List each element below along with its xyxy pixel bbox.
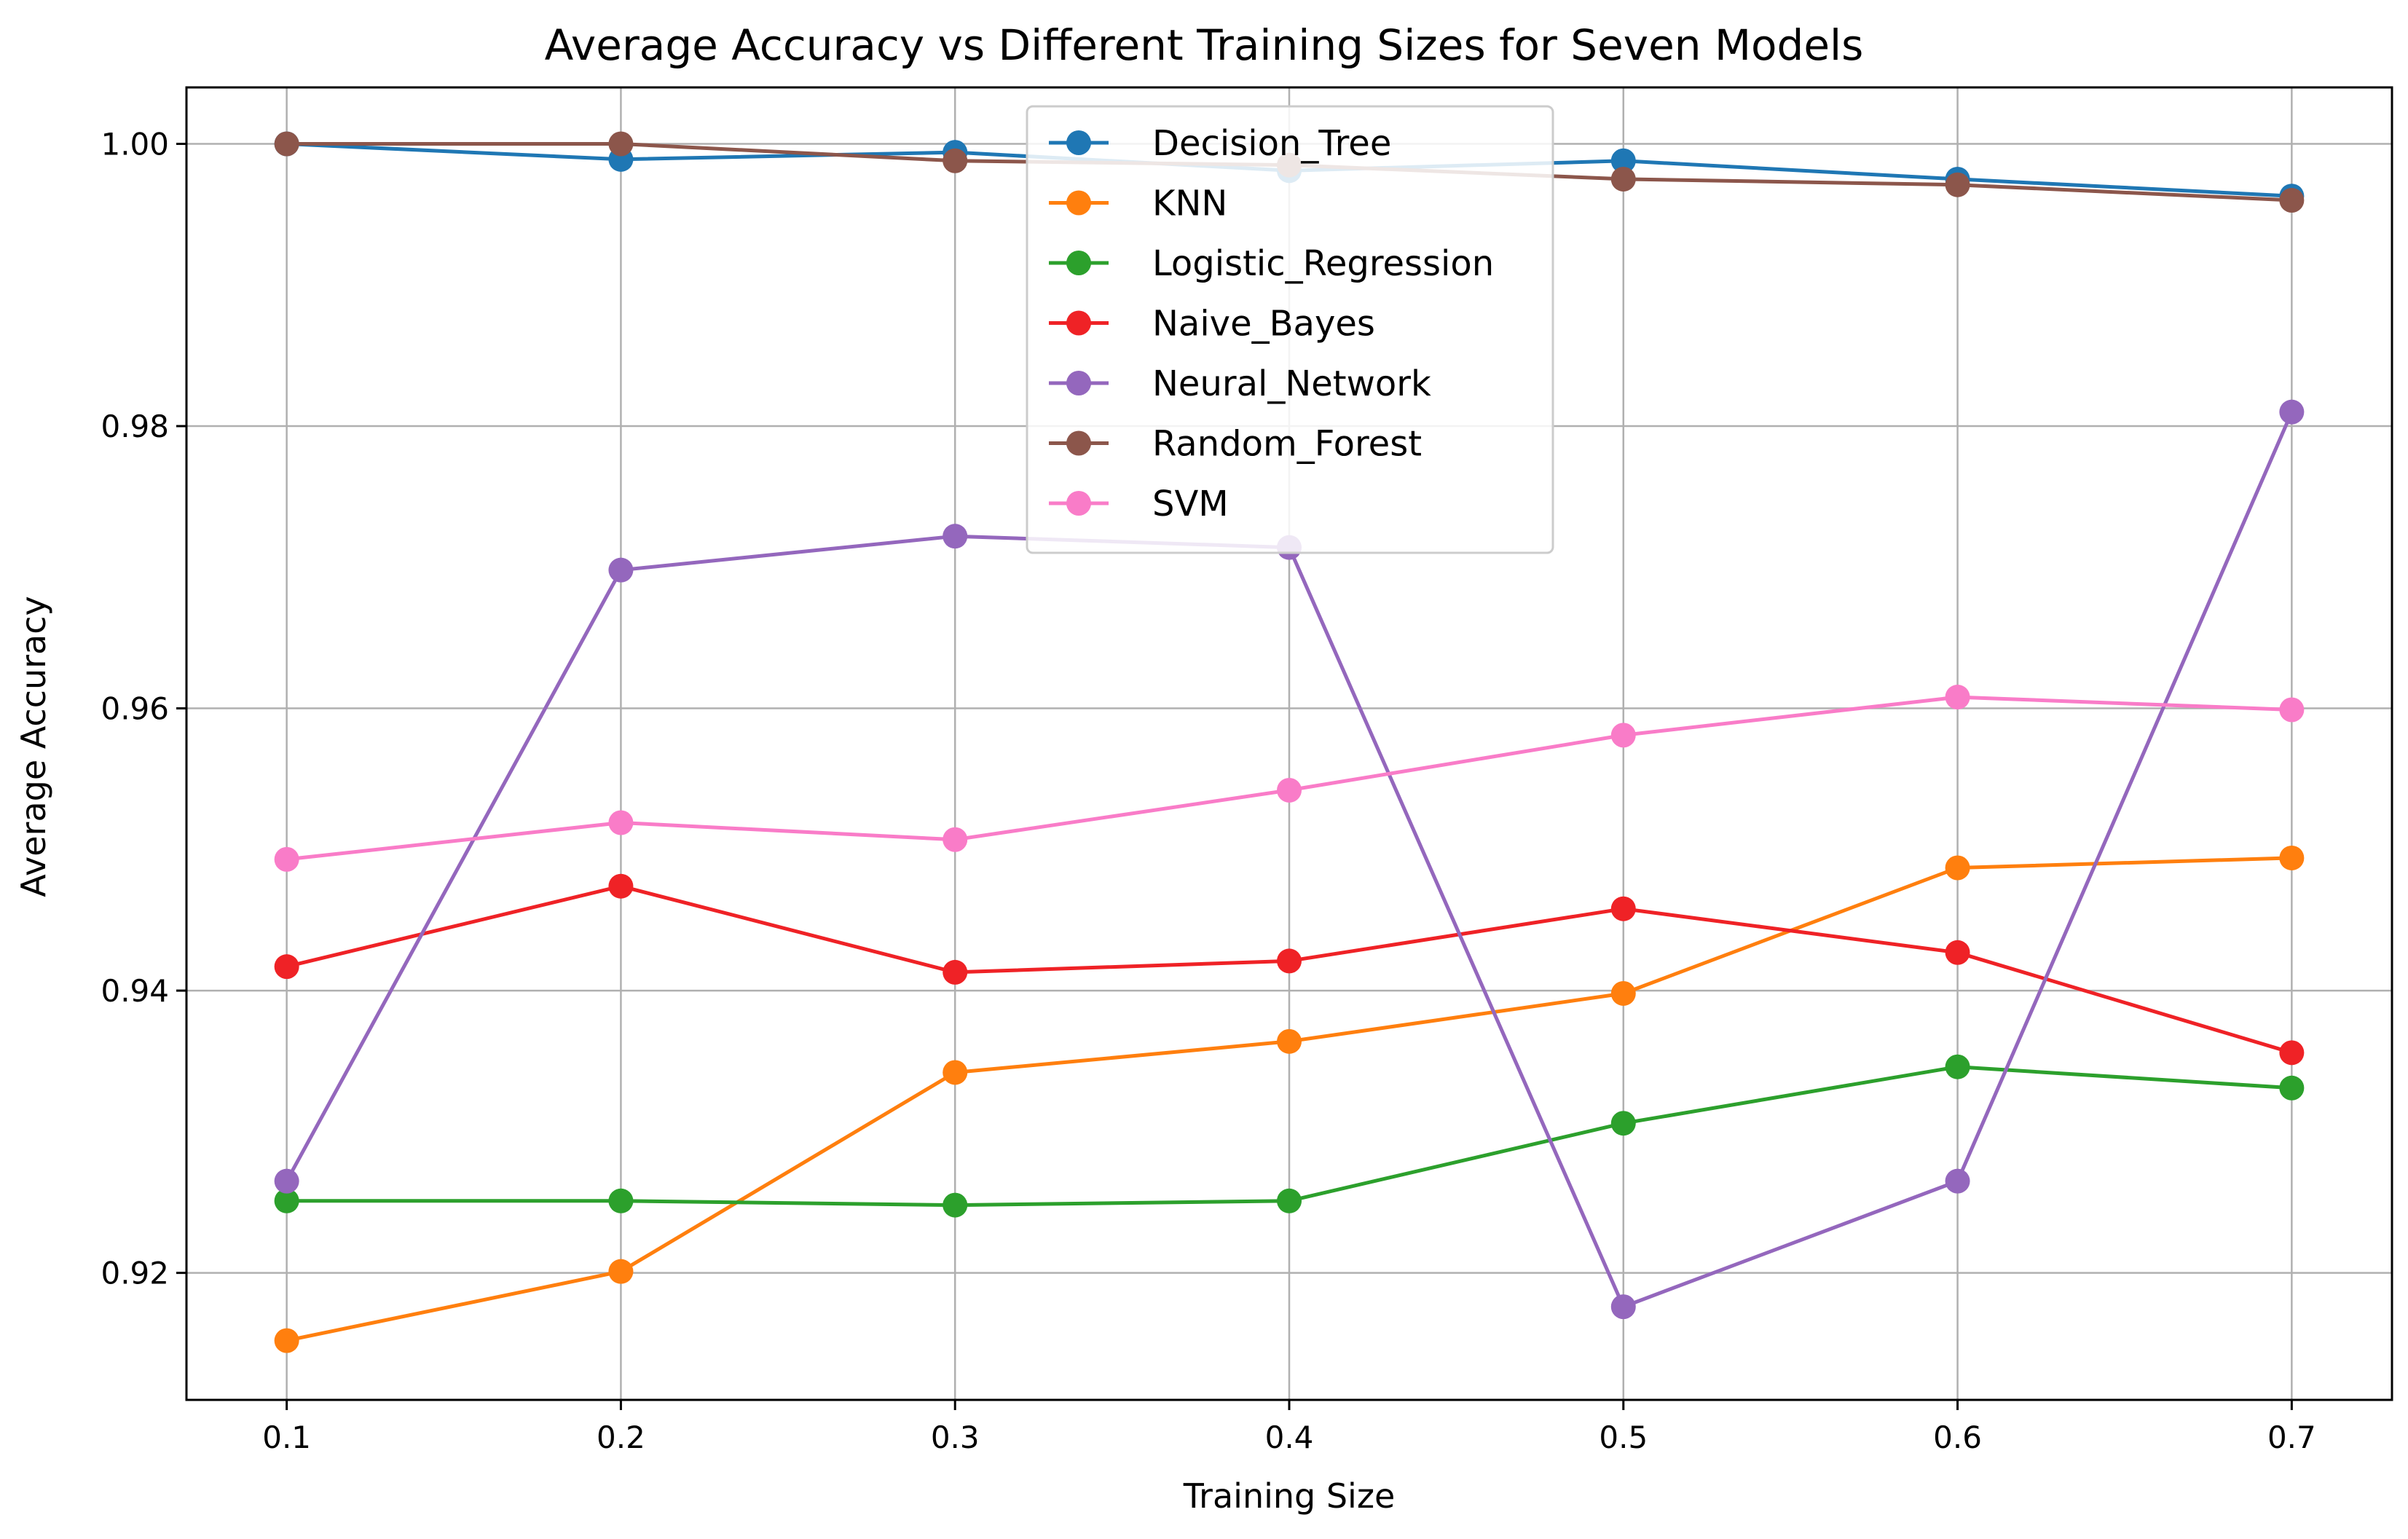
data-point-knn (608, 1259, 634, 1284)
data-point-logistic-regression (2279, 1075, 2305, 1101)
legend-swatch-marker (1066, 251, 1091, 275)
legend-swatch-marker (1066, 371, 1091, 395)
x-tick-label: 0.2 (597, 1420, 645, 1455)
data-point-random-forest (1945, 172, 1970, 197)
legend-box (1026, 105, 1554, 554)
legend-swatch-marker (1066, 190, 1091, 216)
data-point-naive-bayes (2279, 1040, 2305, 1066)
series-naive-bayes (274, 873, 2305, 1066)
legend-swatch-marker (1066, 430, 1091, 456)
series-logistic-regression (274, 1054, 2305, 1218)
x-tick-label: 0.6 (1933, 1420, 1982, 1455)
legend-item-neural-network: Neural_Network (1049, 363, 1431, 404)
data-point-random-forest (608, 131, 634, 157)
y-axis-label: Average Accuracy (14, 596, 53, 897)
data-point-logistic-regression (1945, 1054, 1970, 1079)
data-point-naive-bayes (1610, 896, 1636, 921)
data-point-random-forest (943, 148, 968, 173)
x-tick-label: 0.3 (931, 1420, 980, 1455)
data-point-logistic-regression (1277, 1188, 1302, 1213)
data-point-knn (1610, 980, 1636, 1006)
legend-item-knn: KNN (1049, 184, 1227, 224)
legend-item-logistic-regression: Logistic_Regression (1049, 243, 1494, 284)
data-point-naive-bayes (274, 954, 299, 980)
y-tick-label: 0.92 (101, 1256, 169, 1291)
data-point-neural-network (608, 557, 634, 583)
data-point-svm (1945, 685, 1970, 710)
data-point-naive-bayes (1277, 948, 1302, 974)
legend-label: Neural_Network (1152, 363, 1431, 404)
tick-layer: 0.1 0.2 0.3 0.4 0.5 0.6 0.7 0.92 0.94 0.96 0.98 1.0… (101, 127, 2315, 1455)
data-point-svm (1277, 777, 1302, 803)
data-point-naive-bayes (1945, 940, 1970, 965)
x-tick-label: 0.5 (1599, 1420, 1648, 1455)
data-point-svm (274, 846, 299, 872)
legend-item-svm: SVM (1049, 484, 1229, 524)
data-point-neural-network (274, 1168, 299, 1194)
x-tick-label: 0.7 (2267, 1420, 2316, 1455)
x-tick-label: 0.4 (1265, 1420, 1314, 1455)
legend-swatch-marker (1066, 130, 1091, 155)
data-point-neural-network (1610, 1294, 1636, 1320)
data-point-knn (943, 1060, 968, 1085)
data-point-svm (608, 810, 634, 835)
legend-label: Random_Forest (1152, 424, 1422, 465)
data-point-decision-tree (1610, 148, 1636, 173)
data-point-knn (2279, 845, 2305, 870)
data-point-neural-network (943, 524, 968, 549)
legend-item-random-forest: Random_Forest (1049, 424, 1422, 465)
y-tick-label: 1.00 (101, 127, 169, 162)
legend-swatch-marker (1066, 491, 1091, 516)
data-point-random-forest (274, 131, 299, 157)
y-tick-label: 0.98 (101, 409, 169, 444)
data-point-random-forest (2279, 188, 2305, 213)
y-tick-label: 0.94 (101, 973, 169, 1009)
data-point-knn (1945, 855, 1970, 881)
legend-label: Logistic_Regression (1152, 243, 1494, 284)
legend-swatch-marker (1066, 310, 1091, 336)
data-point-svm (1610, 723, 1636, 748)
data-point-naive-bayes (943, 959, 968, 985)
legend: Decision_Tree KNN Logistic_Regression Naive… (1026, 105, 1554, 554)
x-axis-label: Training Size (1183, 1476, 1396, 1516)
data-point-neural-network (1945, 1168, 1970, 1194)
x-tick-label: 0.1 (262, 1420, 311, 1455)
legend-label: Naive_Bayes (1152, 304, 1375, 345)
legend-label: Decision_Tree (1152, 123, 1391, 164)
data-point-logistic-regression (1610, 1111, 1636, 1136)
data-point-logistic-regression (943, 1192, 968, 1218)
data-point-svm (943, 827, 968, 852)
legend-item-decision-tree: Decision_Tree (1049, 123, 1391, 164)
data-point-random-forest (1610, 166, 1636, 192)
legend-label: SVM (1152, 484, 1229, 524)
data-point-naive-bayes (608, 873, 634, 899)
data-point-neural-network (2279, 399, 2305, 425)
series-svm (274, 685, 2305, 872)
data-point-knn (1277, 1028, 1302, 1054)
legend-item-naive-bayes: Naive_Bayes (1049, 304, 1375, 345)
y-tick-label: 0.96 (101, 691, 169, 727)
legend-label: KNN (1152, 184, 1227, 224)
data-point-knn (274, 1328, 299, 1353)
data-point-svm (2279, 697, 2305, 723)
data-point-logistic-regression (608, 1188, 634, 1213)
chart-title: Average Accuracy vs Different Training S… (545, 20, 1864, 70)
series-layer (274, 131, 2305, 1353)
data-point-logistic-regression (274, 1188, 299, 1213)
series-knn (274, 845, 2305, 1353)
